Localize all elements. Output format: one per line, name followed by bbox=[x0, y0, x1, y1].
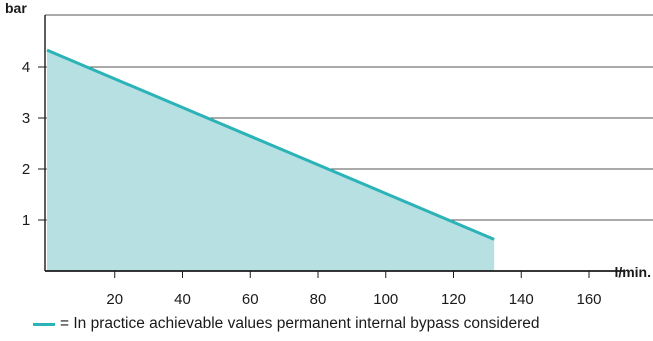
y-axis-label: bar bbox=[5, 0, 27, 16]
y-tick-label-3: 3 bbox=[22, 110, 30, 127]
legend-label: = In practice achievable values permanen… bbox=[60, 315, 540, 332]
x-tick-labels: 20 40 60 80 100 120 140 160 bbox=[106, 271, 602, 308]
legend-swatch bbox=[33, 322, 55, 326]
x-tick-label-40: 40 bbox=[174, 291, 191, 308]
series-area-fill bbox=[47, 50, 495, 271]
y-tick-labels: 1 2 3 4 bbox=[22, 59, 45, 229]
x-tick-label-140: 140 bbox=[509, 291, 534, 308]
x-axis-label: l/min. bbox=[614, 264, 651, 280]
series-line bbox=[46, 48, 495, 241]
legend: = In practice achievable values permanen… bbox=[33, 314, 540, 334]
y-tick-label-4: 4 bbox=[22, 59, 30, 76]
y-tick-label-2: 2 bbox=[22, 161, 30, 178]
y-tick-label-1: 1 bbox=[22, 212, 30, 229]
x-tick-label-20: 20 bbox=[106, 291, 123, 308]
axes bbox=[44, 15, 625, 272]
x-tick-label-160: 160 bbox=[576, 291, 601, 308]
x-tick-label-60: 60 bbox=[242, 291, 259, 308]
x-tick-label-120: 120 bbox=[441, 291, 466, 308]
x-tick-label-100: 100 bbox=[373, 291, 398, 308]
x-tick-label-80: 80 bbox=[310, 291, 327, 308]
